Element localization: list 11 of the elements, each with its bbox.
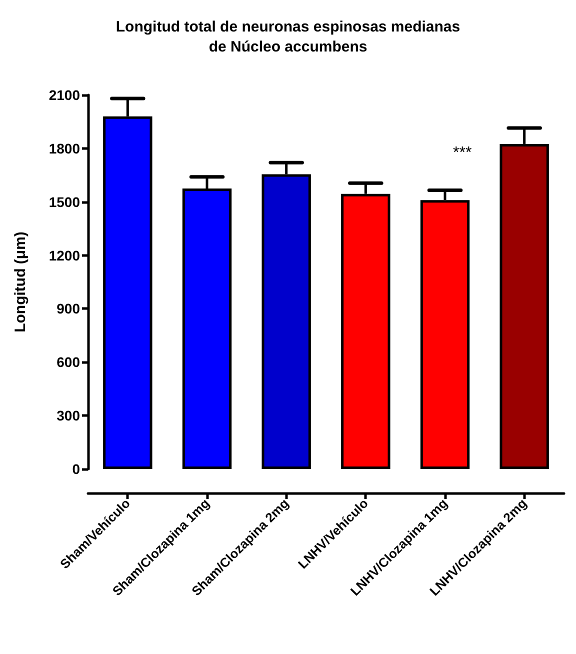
y-tick-label: 600: [56, 354, 80, 370]
annotation: ***: [453, 144, 472, 162]
y-tick-label: 1500: [48, 194, 80, 210]
y-axis-title: Longitud (μm): [12, 232, 29, 332]
y-tick-label: 1800: [48, 140, 80, 156]
chart-title: Longitud total de neuronas espinosas medianas de Núcleo accumbens: [116, 18, 460, 56]
y-tick-label: 2100: [48, 87, 80, 103]
y-tick-label: 900: [56, 300, 80, 317]
y-tick-label: 1200: [48, 247, 80, 264]
y-tick-label: 0: [72, 461, 80, 477]
y-tick-label: 300: [56, 408, 80, 424]
